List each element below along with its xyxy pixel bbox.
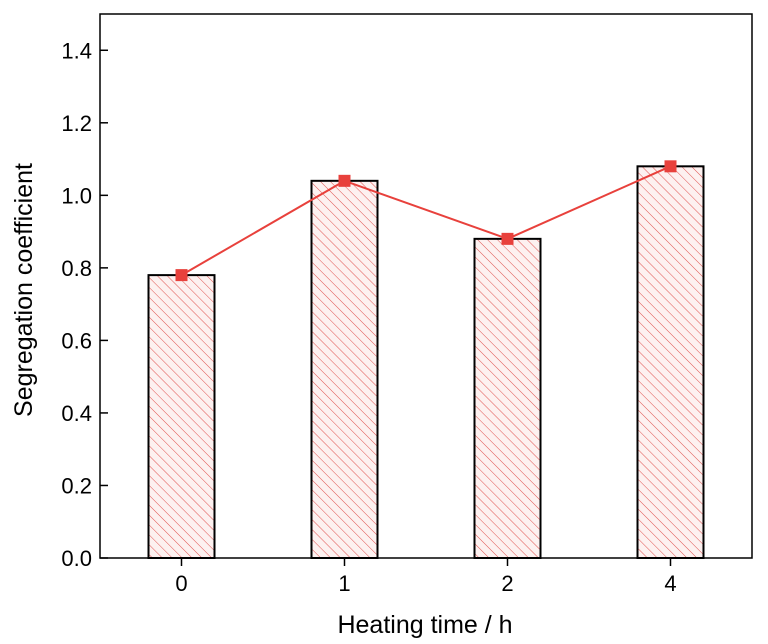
x-axis-title: Heating time / h xyxy=(337,611,512,639)
y-tick-label-1: 0.2 xyxy=(61,473,92,498)
x-tick-label-0: 0 xyxy=(175,571,187,596)
markers-layer xyxy=(175,160,677,282)
plot-frame xyxy=(99,13,753,559)
bar-2 xyxy=(473,237,542,559)
marker-0 xyxy=(175,269,188,282)
y-tick-label-4: 0.8 xyxy=(61,256,92,281)
y-axis-title: Segregation coefficient xyxy=(10,163,38,417)
bars-layer xyxy=(147,165,705,559)
y-tick-label-3: 0.6 xyxy=(61,328,92,353)
y-tick-label-5: 1.0 xyxy=(61,183,92,208)
y-tick-label-7: 1.4 xyxy=(61,38,92,63)
y-axis: 0.0 0.2 0.4 0.6 0.8 1.0 1.2 1.4 xyxy=(61,38,108,571)
x-tick-label-2: 2 xyxy=(501,571,513,596)
series-line xyxy=(180,165,671,276)
series-line-layer xyxy=(180,165,671,276)
bar-1 xyxy=(310,179,379,559)
bar-0 xyxy=(147,274,216,559)
marker-2 xyxy=(501,232,514,245)
marker-1 xyxy=(338,174,351,187)
bar-4 xyxy=(636,165,705,559)
x-axis: 0 1 2 4 xyxy=(175,558,677,596)
y-tick-label-0: 0.0 xyxy=(61,546,92,571)
marker-4 xyxy=(664,160,677,173)
x-tick-label-4: 4 xyxy=(664,571,676,596)
y-tick-label-6: 1.2 xyxy=(61,111,92,136)
y-tick-label-2: 0.4 xyxy=(61,401,92,426)
x-tick-label-1: 1 xyxy=(338,571,350,596)
